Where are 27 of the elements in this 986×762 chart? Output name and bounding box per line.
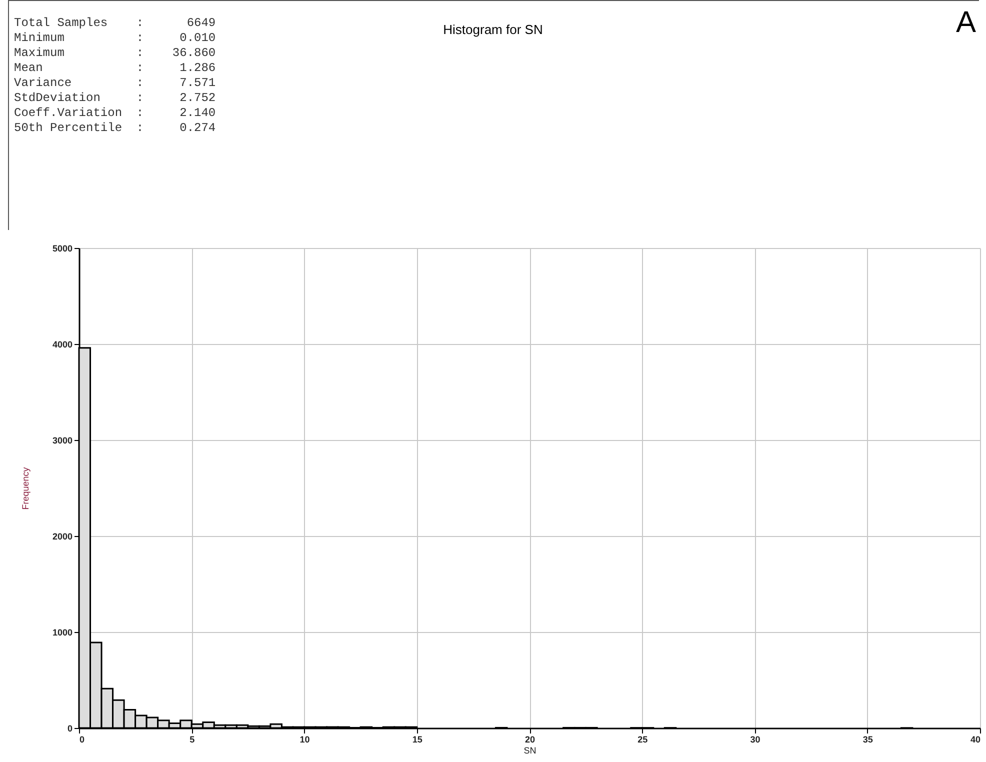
x-tick-label: 15 bbox=[412, 734, 422, 744]
text: Maximum : 36.860 bbox=[14, 46, 216, 60]
x-tick-label: 25 bbox=[638, 734, 648, 744]
x-tick-label: 35 bbox=[862, 734, 873, 744]
text: Minimum : 0.010 bbox=[14, 31, 216, 45]
x-tick-label: 5 bbox=[190, 734, 195, 744]
x-axis-title: SN bbox=[524, 746, 536, 756]
text: Total Samples : 6649 bbox=[14, 16, 216, 30]
y-axis-title: Frequency bbox=[20, 466, 30, 510]
text: Coeff.Variation : 2.140 bbox=[14, 106, 216, 120]
y-tick-label: 5000 bbox=[52, 244, 72, 254]
y-tick-label: 0 bbox=[67, 724, 72, 734]
text: StdDeviation : 2.752 bbox=[14, 91, 216, 105]
x-tick-label: 40 bbox=[970, 734, 980, 744]
x-tick-label: 30 bbox=[750, 734, 760, 744]
text: Mean : 1.286 bbox=[14, 61, 216, 75]
y-tick-label: 1000 bbox=[52, 628, 72, 638]
text: 50th Percentile : 0.274 bbox=[14, 121, 216, 135]
x-tick-label: 20 bbox=[524, 734, 536, 744]
x-tick-label: 10 bbox=[300, 734, 310, 744]
text: A bbox=[956, 6, 976, 40]
text: Variance : 7.571 bbox=[14, 76, 216, 90]
chart-title: Histogram for SN bbox=[443, 22, 543, 37]
y-tick-label: 3000 bbox=[52, 436, 72, 446]
y-tick-label: 2000 bbox=[52, 532, 72, 542]
x-tick-label: 0 bbox=[80, 734, 85, 744]
y-tick-label: 4000 bbox=[52, 340, 72, 350]
